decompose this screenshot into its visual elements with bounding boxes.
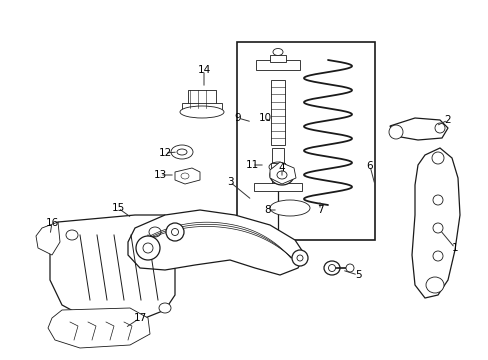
Text: 7: 7 — [316, 205, 323, 215]
Ellipse shape — [269, 165, 293, 185]
Bar — [269, 55, 285, 62]
Bar — [237, 42, 374, 240]
Bar — [256, 60, 299, 70]
Polygon shape — [36, 222, 60, 255]
Ellipse shape — [165, 223, 183, 241]
Ellipse shape — [149, 227, 161, 237]
Ellipse shape — [432, 223, 442, 233]
Text: 6: 6 — [366, 161, 372, 171]
Ellipse shape — [291, 250, 307, 266]
Ellipse shape — [328, 265, 335, 271]
Text: 4: 4 — [278, 163, 285, 173]
Ellipse shape — [142, 243, 153, 253]
Text: 13: 13 — [153, 170, 166, 180]
Text: 2: 2 — [444, 115, 450, 125]
Bar — [187, 90, 216, 108]
Ellipse shape — [431, 152, 443, 164]
Polygon shape — [175, 168, 200, 184]
Text: 15: 15 — [111, 203, 124, 213]
Text: 16: 16 — [45, 218, 59, 228]
Text: 1: 1 — [451, 243, 457, 253]
Ellipse shape — [268, 162, 286, 172]
Ellipse shape — [66, 230, 78, 240]
Polygon shape — [128, 210, 305, 275]
Ellipse shape — [434, 123, 444, 133]
Ellipse shape — [159, 303, 171, 313]
Ellipse shape — [432, 251, 442, 261]
Ellipse shape — [171, 145, 193, 159]
Ellipse shape — [272, 49, 283, 55]
Text: 8: 8 — [264, 205, 271, 215]
Ellipse shape — [177, 149, 186, 155]
Ellipse shape — [346, 264, 353, 272]
Ellipse shape — [136, 236, 160, 260]
Bar — [182, 103, 222, 111]
Text: 11: 11 — [245, 160, 258, 170]
Polygon shape — [269, 162, 295, 184]
Polygon shape — [411, 148, 459, 298]
Polygon shape — [389, 118, 447, 140]
Text: 17: 17 — [133, 313, 146, 323]
Ellipse shape — [432, 195, 442, 205]
Bar — [270, 163, 285, 171]
Text: 9: 9 — [234, 113, 241, 123]
Ellipse shape — [324, 261, 339, 275]
Text: 3: 3 — [226, 177, 233, 187]
Ellipse shape — [425, 277, 443, 293]
Bar — [253, 183, 302, 191]
Ellipse shape — [269, 200, 309, 216]
Ellipse shape — [181, 173, 189, 179]
Bar — [271, 80, 284, 145]
Ellipse shape — [171, 229, 178, 235]
Ellipse shape — [276, 171, 286, 179]
Polygon shape — [48, 308, 150, 348]
Polygon shape — [50, 215, 175, 320]
Ellipse shape — [296, 255, 303, 261]
Text: 5: 5 — [354, 270, 361, 280]
Bar — [272, 148, 283, 185]
Text: 14: 14 — [197, 65, 210, 75]
Text: 10: 10 — [258, 113, 271, 123]
Ellipse shape — [388, 125, 402, 139]
Ellipse shape — [180, 106, 224, 118]
Text: 12: 12 — [158, 148, 171, 158]
